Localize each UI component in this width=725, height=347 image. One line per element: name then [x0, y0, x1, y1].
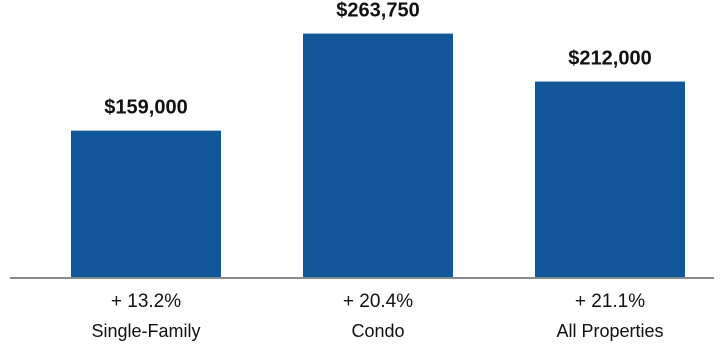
- change-label: + 20.4%: [343, 291, 413, 312]
- value-label: $212,000: [568, 48, 651, 70]
- bar-condo: [303, 33, 453, 278]
- value-label: $263,750: [336, 0, 419, 22]
- change-label: + 13.2%: [111, 291, 181, 312]
- change-label: + 21.1%: [575, 291, 645, 312]
- category-tick-label: Condo: [351, 321, 404, 341]
- bars-group: [71, 33, 685, 279]
- category-tick-label: Single-Family: [91, 321, 200, 341]
- value-label: $159,000: [104, 97, 187, 119]
- category-tick-label: All Properties: [556, 321, 663, 341]
- bar-single-family: [71, 130, 221, 278]
- bar-all-properties: [535, 81, 685, 279]
- labels-group: $159,000 + 13.2% Single-Family $263,750 + 20…: [91, 0, 663, 341]
